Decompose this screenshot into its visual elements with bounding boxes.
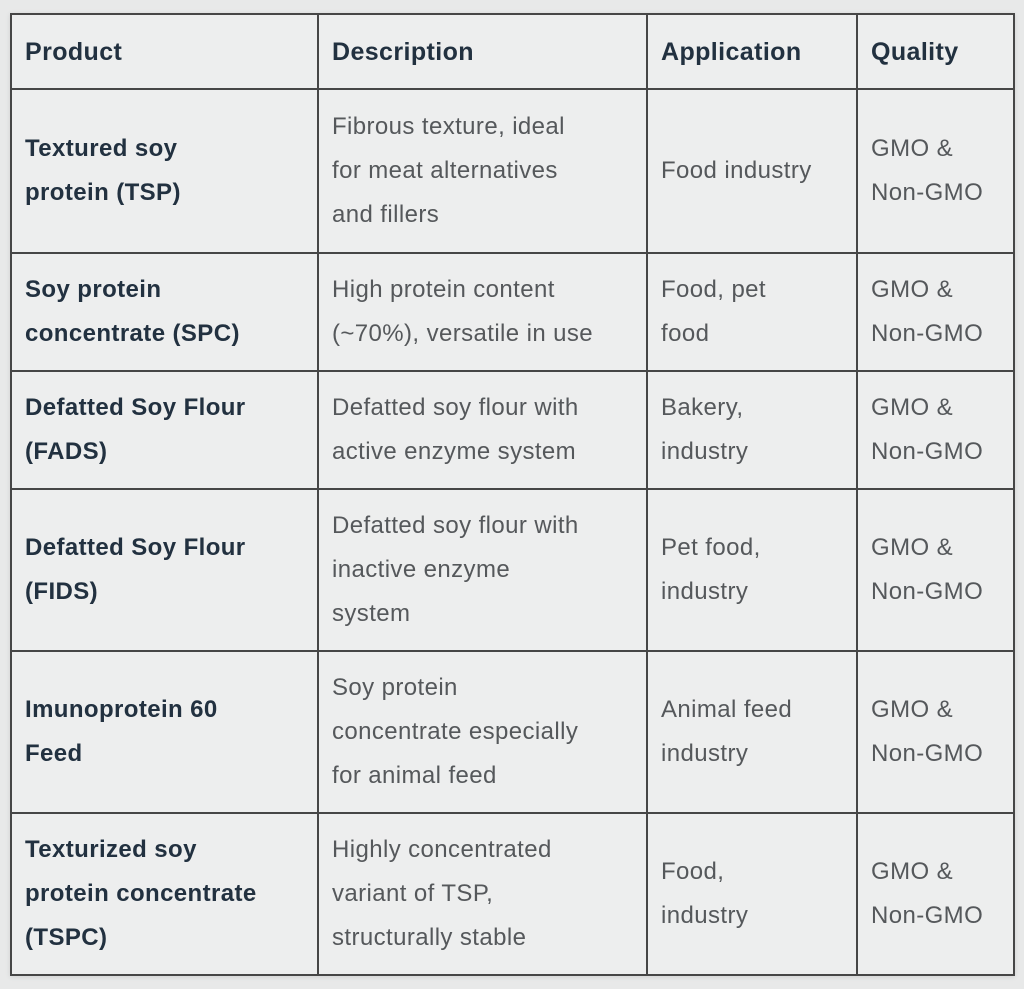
soy-products-table: Product Description Application Quality … [10,13,1015,976]
product-application: Pet food, industry [646,488,858,652]
product-application: Food industry [646,88,858,254]
table-row-imunoprotein-60-feed: Imunoprotein 60 Feed Soy protein concent… [10,650,1015,814]
table-row-spc: Soy protein concentrate (SPC) High prote… [10,252,1015,372]
product-name: Defatted Soy Flour (FADS) [10,370,319,490]
table-row-tsp: Textured soy protein (TSP) Fibrous textu… [10,88,1015,254]
product-name: Texturized soy protein concentrate (TSPC… [10,812,319,976]
product-description: Defatted soy flour with active enzyme sy… [317,370,648,490]
table-row-fids: Defatted Soy Flour (FIDS) Defatted soy f… [10,488,1015,652]
product-description: Defatted soy flour with inactive enzyme … [317,488,648,652]
product-description: Highly concentrated variant of TSP, stru… [317,812,648,976]
product-quality: GMO & Non-GMO [856,88,1015,254]
table-row-tspc: Texturized soy protein concentrate (TSPC… [10,812,1015,976]
product-application: Food, pet food [646,252,858,372]
product-quality: GMO & Non-GMO [856,812,1015,976]
product-name: Textured soy protein (TSP) [10,88,319,254]
product-application: Bakery, industry [646,370,858,490]
product-name: Defatted Soy Flour (FIDS) [10,488,319,652]
table-row-fads: Defatted Soy Flour (FADS) Defatted soy f… [10,370,1015,490]
column-header-description: Description [317,13,648,90]
product-application: Animal feed industry [646,650,858,814]
product-name: Imunoprotein 60 Feed [10,650,319,814]
column-header-application: Application [646,13,858,90]
column-header-quality: Quality [856,13,1015,90]
column-header-product: Product [10,13,319,90]
product-application: Food, industry [646,812,858,976]
product-quality: GMO & Non-GMO [856,488,1015,652]
product-description: High protein content (~70%), versatile i… [317,252,648,372]
product-quality: GMO & Non-GMO [856,650,1015,814]
header-row: Product Description Application Quality [10,13,1015,90]
product-description: Fibrous texture, ideal for meat alternat… [317,88,648,254]
product-name: Soy protein concentrate (SPC) [10,252,319,372]
product-description: Soy protein concentrate especially for a… [317,650,648,814]
product-quality: GMO & Non-GMO [856,252,1015,372]
product-quality: GMO & Non-GMO [856,370,1015,490]
